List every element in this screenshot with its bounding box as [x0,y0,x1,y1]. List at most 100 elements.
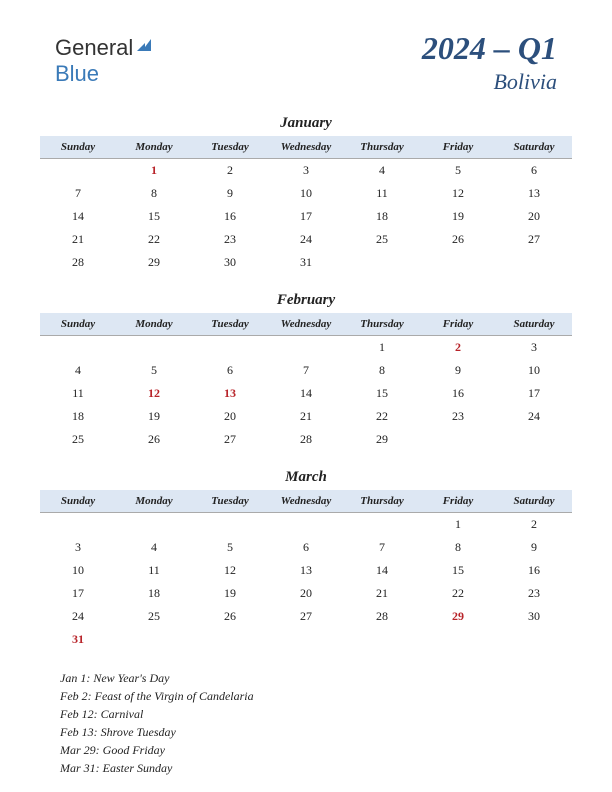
calendar-row: 14151617181920 [40,205,572,228]
calendar-day: 21 [268,405,344,428]
calendar-day: 3 [268,159,344,183]
calendar-day: 6 [496,159,572,183]
day-header: Saturday [496,313,572,336]
day-header: Tuesday [192,313,268,336]
holiday-item: Feb 2: Feast of the Virgin of Candelaria [60,687,572,705]
calendar-day: 13 [496,182,572,205]
calendar-day [268,336,344,360]
month-block: FebruarySundayMondayTuesdayWednesdayThur… [40,292,572,451]
calendar-day: 8 [116,182,192,205]
calendar-day: 29 [116,251,192,274]
calendar-day [40,336,116,360]
calendar-row: 17181920212223 [40,582,572,605]
calendar-day: 15 [344,382,420,405]
calendar-day: 26 [420,228,496,251]
calendar-row: 28293031 [40,251,572,274]
calendar-day [116,336,192,360]
calendar-day: 25 [40,428,116,451]
calendar-day: 18 [116,582,192,605]
calendar-day [192,513,268,537]
calendar-day: 28 [40,251,116,274]
calendar-day: 31 [268,251,344,274]
day-header: Thursday [344,490,420,513]
day-header: Monday [116,313,192,336]
calendar-day [40,159,116,183]
calendar-day [344,251,420,274]
calendar-day: 15 [116,205,192,228]
calendar-day: 28 [344,605,420,628]
calendar-row: 24252627282930 [40,605,572,628]
calendar-day: 19 [192,582,268,605]
calendar-day [420,428,496,451]
calendar-day [40,513,116,537]
calendar-row: 21222324252627 [40,228,572,251]
day-header: Friday [420,490,496,513]
calendar-day: 10 [268,182,344,205]
calendar-day: 17 [268,205,344,228]
calendar-day: 1 [116,159,192,183]
calendar-day: 14 [40,205,116,228]
calendar-day: 2 [420,336,496,360]
calendar-day [116,628,192,651]
calendar-day: 16 [192,205,268,228]
calendar-day: 2 [496,513,572,537]
month-block: JanuarySundayMondayTuesdayWednesdayThurs… [40,115,572,274]
calendar-day: 22 [116,228,192,251]
calendar-day: 8 [344,359,420,382]
calendar-row: 78910111213 [40,182,572,205]
calendar-day: 22 [344,405,420,428]
calendar-day: 10 [496,359,572,382]
holiday-item: Feb 12: Carnival [60,705,572,723]
calendar-day: 15 [420,559,496,582]
calendar-day: 7 [40,182,116,205]
calendar-day: 20 [268,582,344,605]
calendar-day: 30 [192,251,268,274]
calendar-day: 17 [40,582,116,605]
calendar-day: 5 [116,359,192,382]
calendar-day [344,628,420,651]
calendar-day: 4 [40,359,116,382]
calendar-row: 123 [40,336,572,360]
calendar-day [192,628,268,651]
calendar-day: 1 [420,513,496,537]
day-header: Tuesday [192,136,268,159]
day-header: Wednesday [268,136,344,159]
calendar-day: 24 [268,228,344,251]
day-header: Thursday [344,136,420,159]
month-name: March [40,469,572,486]
day-header: Monday [116,490,192,513]
month-name: January [40,115,572,132]
calendar-day: 19 [116,405,192,428]
calendar-day: 16 [496,559,572,582]
day-header: Friday [420,313,496,336]
month-block: MarchSundayMondayTuesdayWednesdayThursda… [40,469,572,651]
calendar-day: 23 [420,405,496,428]
calendar-day: 21 [40,228,116,251]
calendar-day: 14 [344,559,420,582]
month-name: February [40,292,572,309]
calendar-row: 2526272829 [40,428,572,451]
calendar-row: 12 [40,513,572,537]
calendar-day: 12 [192,559,268,582]
day-header: Wednesday [268,490,344,513]
calendar-day: 29 [420,605,496,628]
calendar-day: 2 [192,159,268,183]
calendar-day: 9 [496,536,572,559]
calendar-day: 12 [116,382,192,405]
calendar-day: 22 [420,582,496,605]
calendar-row: 123456 [40,159,572,183]
calendar-day: 26 [116,428,192,451]
calendar-day: 11 [40,382,116,405]
calendar-day: 29 [344,428,420,451]
calendar-day: 3 [496,336,572,360]
header-right: 2024 – Q1 Bolivia [422,30,557,95]
holidays-list: Jan 1: New Year's DayFeb 2: Feast of the… [40,669,572,777]
calendars-container: JanuarySundayMondayTuesdayWednesdayThurs… [40,115,572,651]
day-header: Wednesday [268,313,344,336]
calendar-day: 23 [192,228,268,251]
calendar-row: 3456789 [40,536,572,559]
day-header: Thursday [344,313,420,336]
day-header: Tuesday [192,490,268,513]
calendar-day: 18 [40,405,116,428]
calendar-row: 31 [40,628,572,651]
